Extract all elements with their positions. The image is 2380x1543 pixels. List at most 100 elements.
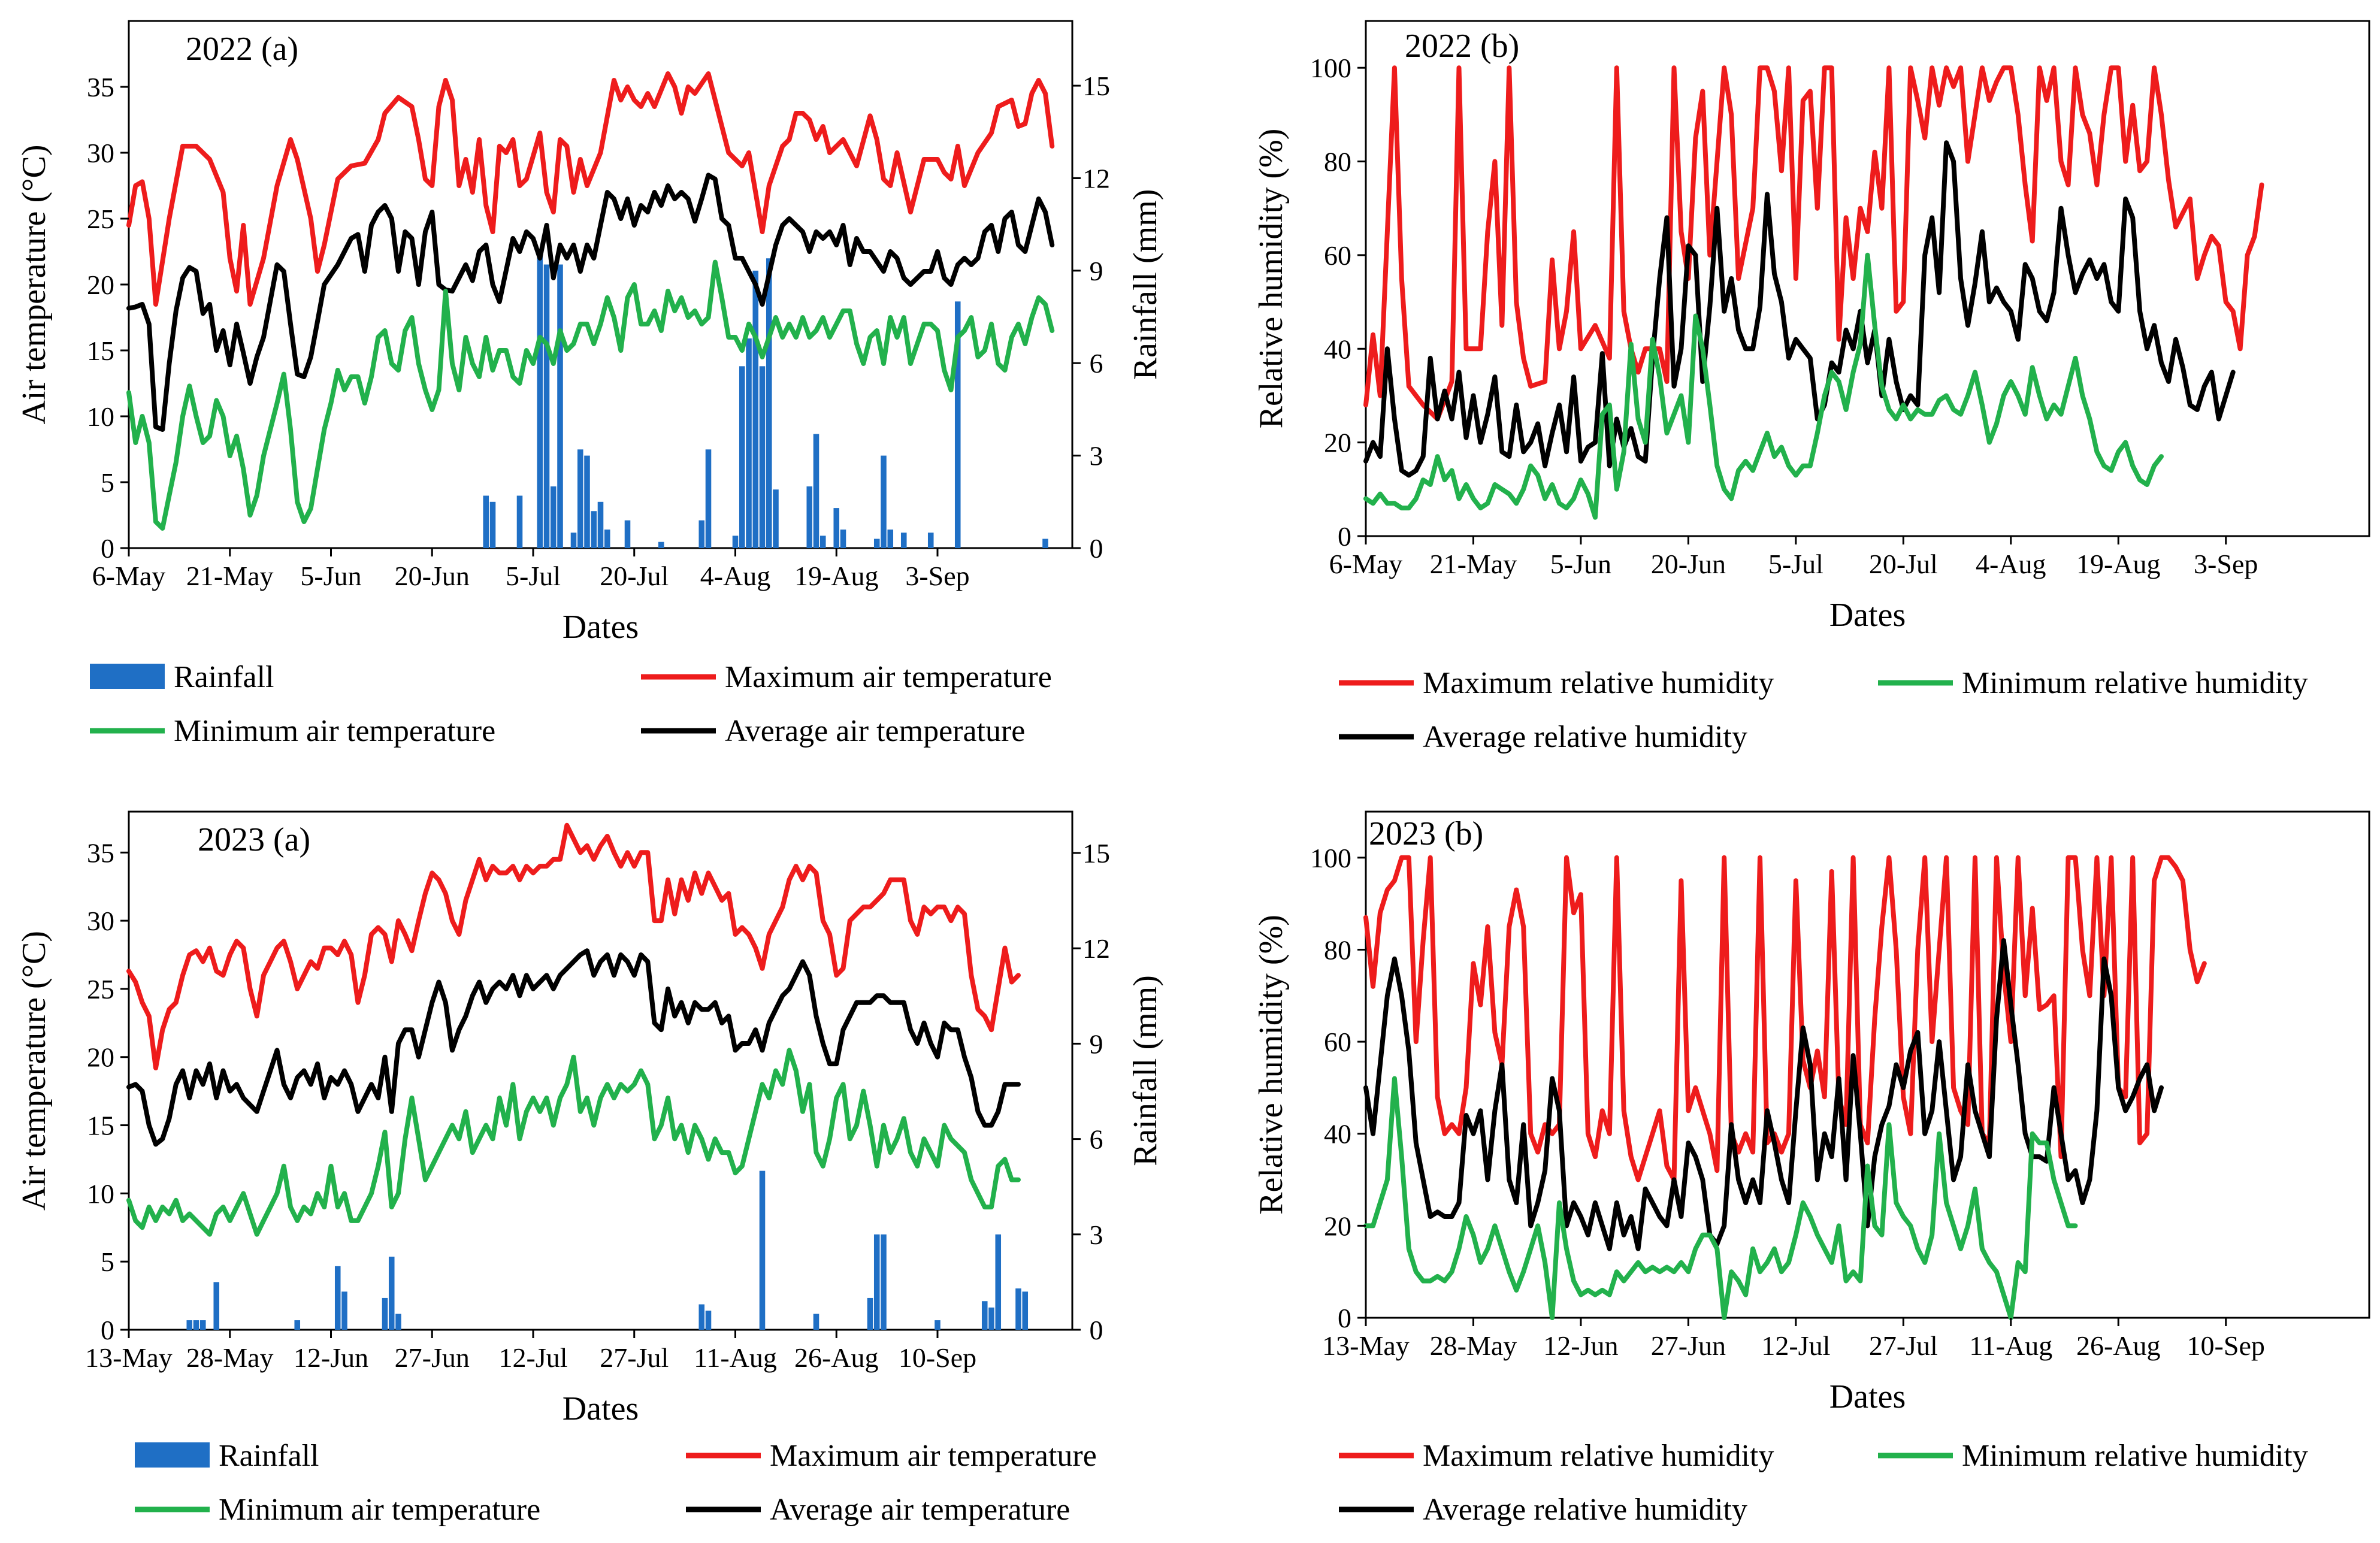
y-tick-label: 20 <box>1324 428 1351 458</box>
series-line-max <box>1363 855 2207 1182</box>
rainfall-bar <box>746 338 752 548</box>
x-tick-label: 5-Jun <box>300 561 361 591</box>
x-tick-label: 6-May <box>92 561 166 591</box>
x-tick-label: 4-Aug <box>700 561 771 591</box>
rainfall-bar <box>186 1320 193 1330</box>
x-axis-label: Dates <box>563 1390 639 1427</box>
x-tick-label: 5-Jun <box>1550 549 1611 579</box>
y-tick-label: 20 <box>87 270 114 300</box>
rainfall-bar <box>873 538 880 548</box>
x-tick-label: 20-Jul <box>1869 549 1938 579</box>
legend-swatch-bar <box>90 664 165 689</box>
y2-tick-label: 12 <box>1082 163 1110 193</box>
rainfall-bar <box>516 495 523 548</box>
panel-title: 2023 (a) <box>198 821 310 858</box>
y-tick-label: 5 <box>101 1246 114 1277</box>
y-tick-label: 25 <box>87 204 114 234</box>
y2-tick-label: 0 <box>1090 1315 1103 1345</box>
x-tick-label: 19-Aug <box>2076 549 2161 579</box>
rainfall-bar <box>341 1291 347 1330</box>
x-tick-label: 26-Aug <box>794 1342 879 1373</box>
x-tick-label: 28-May <box>1430 1330 1517 1361</box>
rainfall-bar <box>900 533 907 548</box>
x-tick-label: 20-Jul <box>600 561 669 591</box>
x-tick-label: 12-Jun <box>1543 1330 1618 1361</box>
rainfall-bar <box>833 508 840 548</box>
rainfall-bar <box>705 1311 712 1330</box>
y2-tick-label: 3 <box>1090 441 1103 471</box>
rainfall-bar <box>806 486 813 548</box>
x-tick-label: 6-May <box>1329 549 1403 579</box>
x-tick-label: 26-Aug <box>2076 1330 2161 1361</box>
y-tick-label: 60 <box>1324 240 1351 271</box>
y-tick-label: 25 <box>87 974 114 1005</box>
x-tick-label: 11-Aug <box>694 1342 777 1373</box>
y-tick-label: 80 <box>1324 934 1351 965</box>
rainfall-bar <box>773 489 779 548</box>
rainfall-bar <box>887 530 894 548</box>
rainfall-bar <box>1042 538 1048 548</box>
rainfall-bar <box>570 533 577 548</box>
y-tick-label: 20 <box>87 1042 114 1073</box>
rainfall-bar <box>334 1266 341 1330</box>
rainfall-bar <box>732 535 739 548</box>
x-tick-label: 12-Jun <box>294 1342 368 1373</box>
plot-frame <box>1365 810 2370 1319</box>
y2-tick-label: 9 <box>1090 1028 1103 1059</box>
y-tick-label: 20 <box>1324 1211 1351 1241</box>
rainfall-bar <box>698 520 705 548</box>
rainfall-bar <box>981 1301 988 1330</box>
series-line-max <box>126 822 1021 1070</box>
y-axis-label: Relative humidity (%) <box>1253 915 1290 1215</box>
y2-tick-label: 0 <box>1090 533 1103 564</box>
y2-tick-label: 3 <box>1090 1220 1103 1250</box>
legend-label: Rainfall <box>174 660 274 694</box>
y2-axis-label: Rainfall (mm) <box>1127 189 1164 380</box>
x-tick-label: 11-Aug <box>1969 1330 2052 1361</box>
rainfall-bar <box>395 1314 401 1330</box>
x-tick-label: 21-May <box>186 561 274 591</box>
x-tick-label: 27-Jun <box>395 1342 470 1373</box>
x-tick-label: 21-May <box>1430 549 1517 579</box>
rainfall-bar <box>294 1320 301 1330</box>
x-tick-label: 13-May <box>85 1342 173 1373</box>
rainfall-bar <box>766 258 772 548</box>
plot-frame <box>1365 20 2370 537</box>
panel-title: 2022 (a) <box>186 31 298 68</box>
series-line-avg <box>1363 938 2164 1251</box>
panel-title: 2022 (b) <box>1405 28 1519 65</box>
x-tick-label: 10-Sep <box>899 1342 976 1373</box>
rainfall-bar <box>813 1314 819 1330</box>
x-tick-label: 4-Aug <box>1976 549 2046 579</box>
y-tick-label: 60 <box>1324 1027 1351 1057</box>
x-tick-label: 10-Sep <box>2187 1330 2265 1361</box>
legend-label: Maximum relative humidity <box>1423 666 1774 700</box>
y-tick-label: 10 <box>87 1178 114 1209</box>
rainfall-bar <box>193 1320 199 1330</box>
panel-title: 2023 (b) <box>1369 815 1483 852</box>
x-tick-label: 27-Jul <box>1869 1330 1938 1361</box>
legend-label: Minimum air temperature <box>174 714 495 748</box>
legend-label: Maximum air temperature <box>770 1439 1097 1473</box>
rainfall-bar <box>550 486 557 548</box>
x-axis-label: Dates <box>563 609 639 646</box>
x-tick-label: 3-Sep <box>905 561 969 591</box>
y2-tick-label: 6 <box>1090 348 1103 379</box>
x-tick-label: 27-Jul <box>600 1342 669 1373</box>
x-tick-label: 28-May <box>186 1342 274 1373</box>
rainfall-bar <box>388 1256 395 1330</box>
x-axis-label: Dates <box>1829 597 1906 634</box>
y-axis-label: Air temperature (°C) <box>16 144 53 424</box>
rainfall-bar <box>995 1234 1002 1330</box>
y2-tick-label: 15 <box>1082 838 1110 869</box>
rainfall-bar <box>705 449 712 548</box>
series-line-max <box>1363 65 2264 422</box>
legend-label: Rainfall <box>219 1439 319 1473</box>
y-tick-label: 5 <box>101 467 114 498</box>
y-tick-label: 80 <box>1324 147 1351 177</box>
x-tick-label: 13-May <box>1322 1330 1410 1361</box>
rainfall-bar <box>1015 1288 1021 1330</box>
x-tick-label: 3-Sep <box>2194 549 2258 579</box>
rainfall-bar <box>819 535 826 548</box>
